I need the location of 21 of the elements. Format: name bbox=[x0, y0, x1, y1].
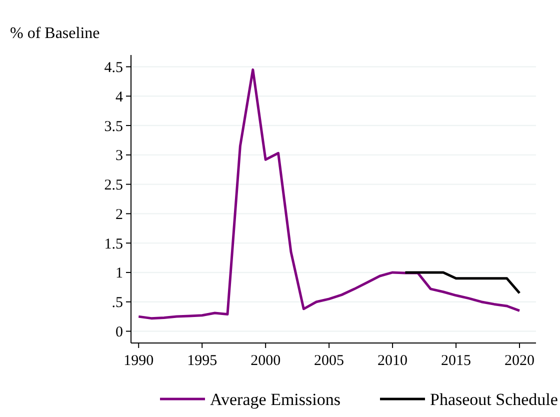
y-tick-label: 4 bbox=[116, 89, 124, 106]
y-tick-label: 2 bbox=[116, 206, 123, 223]
x-tick-label: 2000 bbox=[250, 353, 281, 369]
y-tick-label: 0 bbox=[116, 324, 123, 340]
legend-label: Average Emissions bbox=[210, 390, 340, 409]
x-tick-label: 2015 bbox=[441, 353, 472, 369]
y-tick-label: 2.5 bbox=[104, 178, 123, 194]
y-tick-label: 4.5 bbox=[104, 60, 123, 76]
y-tick-label: 3.5 bbox=[104, 118, 123, 135]
legend-label: Phaseout Schedule bbox=[430, 390, 558, 409]
x-tick-label: 2020 bbox=[504, 353, 534, 369]
x-tick-label: 1990 bbox=[124, 353, 154, 369]
y-tick-label: .5 bbox=[112, 295, 123, 312]
x-tick-label: 2005 bbox=[314, 353, 344, 369]
y-tick-label: 1 bbox=[116, 266, 123, 282]
x-tick-label: 2010 bbox=[378, 353, 408, 369]
x-tick-label: 1995 bbox=[187, 353, 218, 369]
y-axis-title: % of Baseline bbox=[10, 25, 100, 42]
line-series bbox=[137, 68, 521, 320]
y-tick-label: 1.5 bbox=[104, 236, 123, 252]
y-tick-label: 3 bbox=[116, 148, 123, 164]
